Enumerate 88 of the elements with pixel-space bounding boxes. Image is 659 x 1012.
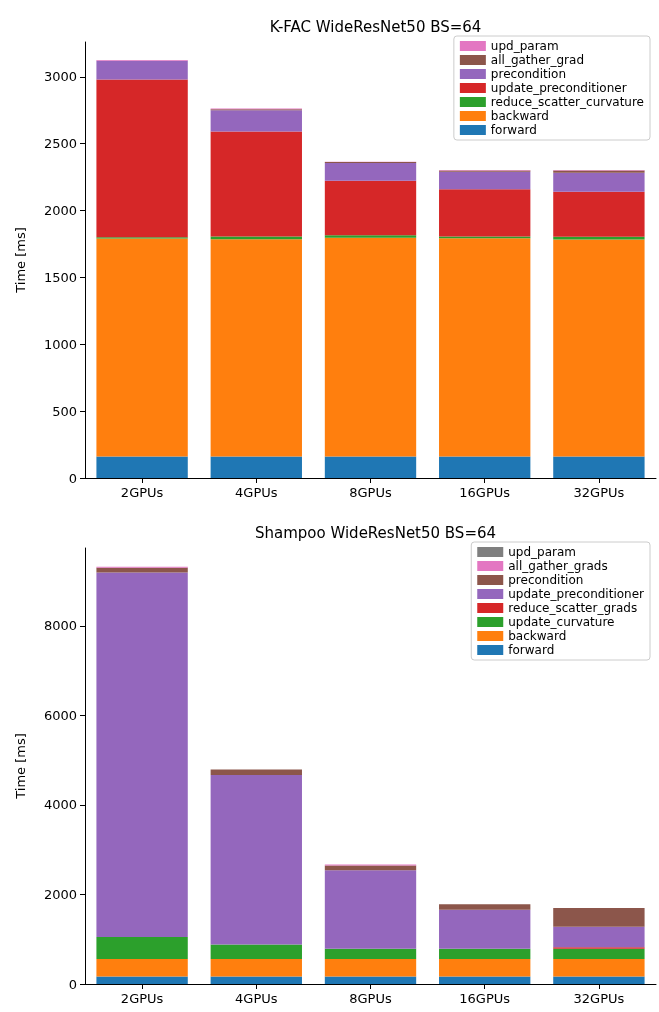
legend-label: reduce_scatter_curvature [490,95,644,109]
bar [210,110,302,132]
bar [96,456,188,478]
bar [324,865,417,871]
bar [553,958,645,977]
legend-label: all_gather_grads [508,559,608,573]
legend-label: update_curvature [508,615,615,629]
y-tick-label: 2000 [43,203,77,219]
bar [324,870,417,949]
legend-label: upd_param [490,39,559,53]
legend-label: update_preconditioner [508,587,645,601]
x-tick-label: 8GPUs [349,485,392,500]
x-tick-label: 32GPUs [573,485,625,500]
y-tick-label: 0 [68,976,77,992]
bar [96,567,188,573]
bar [439,904,531,910]
bar [210,944,302,959]
y-tick-label: 500 [52,403,77,419]
y-tick-label: 1500 [43,269,77,285]
bar [210,976,302,984]
x-tick-label: 16GPUs [459,991,511,1006]
bar [210,131,302,237]
y-tick-label: 6000 [43,707,77,723]
bar [324,976,417,984]
legend-label: forward [508,643,555,657]
bar [553,926,645,948]
y-tick-label: 0 [68,470,77,486]
bar [439,189,531,237]
legend-label: precondition [490,67,567,81]
x-tick-label: 32GPUs [573,991,625,1006]
bar [553,172,645,192]
bar [96,238,188,457]
bar [210,239,302,457]
bar [324,235,417,238]
legend-label: backward [490,109,549,123]
x-tick-label: 16GPUs [459,485,511,500]
bar [210,958,302,977]
bar [324,163,417,181]
bar [96,976,188,984]
bar [324,180,417,236]
bar [439,976,531,984]
bar [553,976,645,984]
x-tick-label: 8GPUs [349,991,392,1006]
bar [553,236,645,240]
bar [210,456,302,478]
bar [324,237,417,457]
x-tick-label: 4GPUs [235,991,278,1006]
y-axis-title: Time [ms] [13,733,28,800]
bar [439,909,531,949]
y-tick-label: 8000 [43,618,77,634]
legend-label: precondition [508,573,584,587]
bar [439,456,531,478]
bar [210,769,302,775]
chart-title: K-FAC WideResNet50 BS=64 [269,17,482,36]
y-tick-label: 2500 [43,136,77,152]
bar [324,948,417,959]
y-tick-label: 3000 [43,69,77,85]
bar [553,456,645,478]
bar [324,456,417,478]
bar [96,572,188,937]
bar [439,171,531,190]
y-tick-label: 4000 [43,797,77,813]
bar [210,774,302,945]
y-tick-label: 1000 [43,336,77,352]
legend-label: update_preconditioner [490,81,627,95]
legend-label: all_gather_grad [490,53,584,67]
bar [439,238,531,457]
bar [439,948,531,959]
chart-title: Shampoo WideResNet50 BS=64 [254,523,497,542]
bar [96,60,188,80]
bar [439,958,531,977]
x-tick-label: 2GPUs [120,991,164,1006]
legend-label: reduce_scatter_grads [508,601,638,615]
bar [96,79,188,238]
x-tick-label: 2GPUs [120,485,164,500]
legend-label: upd_param [508,545,577,559]
legend-label: backward [508,629,567,643]
y-axis-title: Time [ms] [13,227,28,294]
bar [553,239,645,457]
bar [553,907,645,927]
bar [553,191,645,237]
legend-label: forward [490,123,537,137]
bar [553,948,645,959]
bar [324,958,417,977]
y-tick-label: 2000 [43,886,77,902]
bar [96,937,188,959]
bar [96,958,188,977]
x-tick-label: 4GPUs [235,485,278,500]
